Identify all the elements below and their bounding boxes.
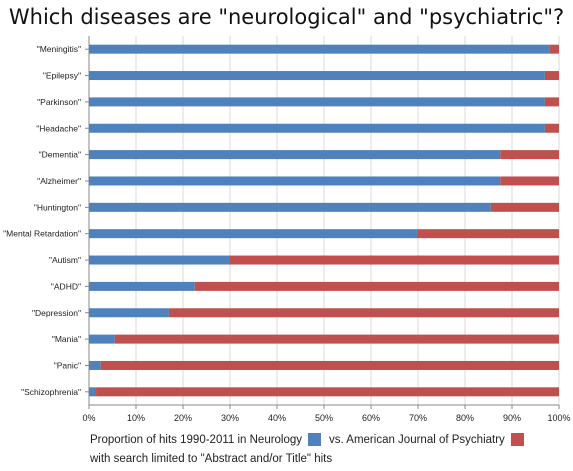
category-label: "Parkinson" xyxy=(37,97,81,107)
category-label: "Panic" xyxy=(54,360,81,370)
x-tick-label: 80% xyxy=(456,413,474,423)
x-tick-label: 100% xyxy=(547,413,570,423)
bar-psychiatry xyxy=(230,255,559,265)
bar-neurology xyxy=(89,97,545,107)
category-label: "Meningitis" xyxy=(37,44,81,54)
bar-psychiatry xyxy=(194,281,559,291)
bar-psychiatry xyxy=(549,44,559,54)
category-label: "Alzheimer" xyxy=(37,176,81,186)
bar-neurology xyxy=(89,229,418,239)
bar-psychiatry xyxy=(500,150,559,160)
bar-psychiatry xyxy=(168,308,559,318)
x-tick-label: 70% xyxy=(409,413,427,423)
x-tick-label: 20% xyxy=(174,413,192,423)
bar-neurology xyxy=(89,150,501,160)
bar-neurology xyxy=(89,44,550,54)
bar-neurology xyxy=(89,281,195,291)
bar-neurology xyxy=(89,176,501,186)
x-tick-label: 0% xyxy=(82,413,95,423)
category-label: "Huntington" xyxy=(34,202,81,212)
bar-psychiatry xyxy=(500,176,559,186)
bar-neurology xyxy=(89,123,545,133)
x-tick-label: 50% xyxy=(315,413,333,423)
x-tick-label: 10% xyxy=(127,413,145,423)
legend-psychiatry-text: vs. American Journal of Psychiatry xyxy=(329,433,505,446)
x-tick-label: 30% xyxy=(221,413,239,423)
category-label: "Depression" xyxy=(32,308,81,318)
bar-psychiatry xyxy=(100,360,559,370)
legend-psychiatry-swatch xyxy=(510,433,524,446)
bar-neurology xyxy=(89,202,491,212)
bar-neurology xyxy=(89,308,169,318)
bar-psychiatry xyxy=(114,334,559,344)
bar-neurology xyxy=(89,71,545,81)
category-label: "Mania" xyxy=(52,334,81,344)
legend: Proportion of hits 1990-2011 in Neurolog… xyxy=(90,433,532,446)
category-label: "Epilepsy" xyxy=(43,71,81,81)
category-label: "Autism" xyxy=(49,255,81,265)
category-label: "Dementia" xyxy=(39,150,81,160)
x-tick-label: 60% xyxy=(362,413,380,423)
bar-psychiatry xyxy=(490,202,559,212)
bar-psychiatry xyxy=(96,387,560,397)
legend-note: with search limited to "Abstract and/or … xyxy=(90,453,333,465)
x-tick-label: 90% xyxy=(503,413,521,423)
legend-neurology-text: Proportion of hits 1990-2011 in Neurolog… xyxy=(90,433,303,446)
bar-psychiatry xyxy=(544,123,559,133)
bar-psychiatry xyxy=(544,71,559,81)
bar-neurology xyxy=(89,360,101,370)
category-label: "Headache" xyxy=(36,123,81,133)
legend-neurology-swatch xyxy=(308,433,322,446)
category-label: "Schizophrenia" xyxy=(21,387,81,397)
bar-psychiatry xyxy=(544,97,559,107)
chart-title: Which diseases are "neurological" and "p… xyxy=(8,5,565,29)
category-label: "ADHD" xyxy=(51,281,81,291)
category-label: "Mental Retardation" xyxy=(3,229,81,239)
x-tick-label: 40% xyxy=(268,413,286,423)
bar-neurology xyxy=(89,255,230,265)
bar-psychiatry xyxy=(418,229,559,239)
bar-neurology xyxy=(89,334,115,344)
bar-neurology xyxy=(89,387,97,397)
